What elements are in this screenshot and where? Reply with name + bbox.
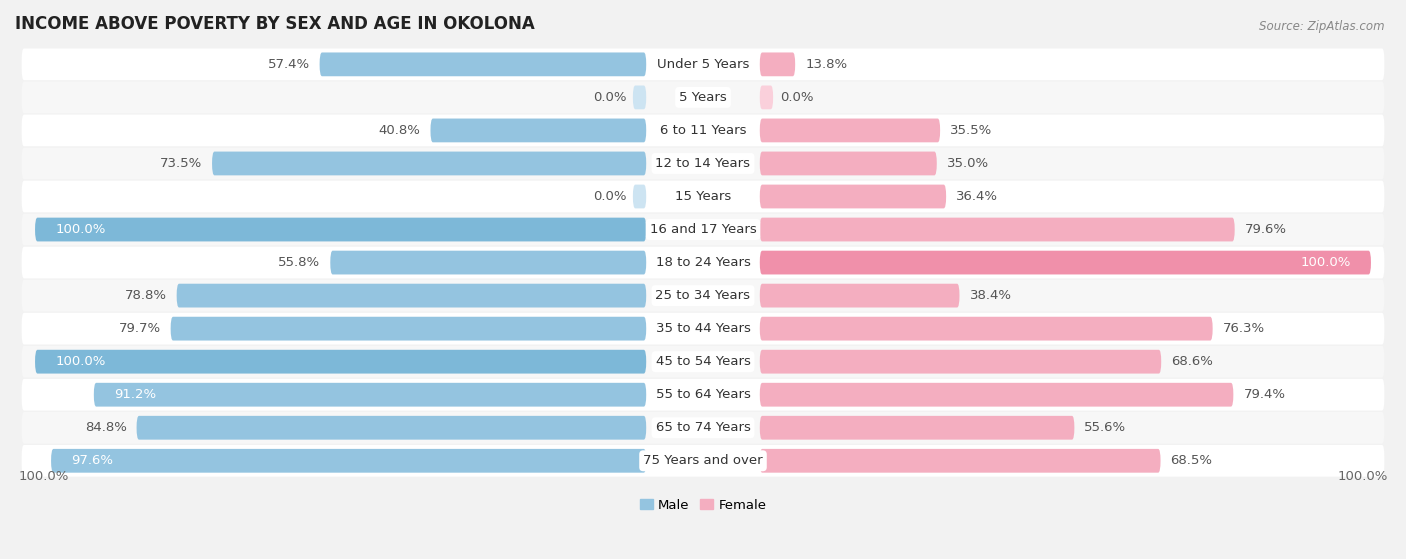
FancyBboxPatch shape: [94, 383, 647, 406]
Text: 79.7%: 79.7%: [118, 322, 160, 335]
FancyBboxPatch shape: [21, 280, 1385, 311]
FancyBboxPatch shape: [21, 313, 1385, 344]
FancyBboxPatch shape: [759, 217, 1234, 241]
Text: 79.4%: 79.4%: [1243, 388, 1285, 401]
FancyBboxPatch shape: [21, 346, 1385, 377]
Text: 57.4%: 57.4%: [267, 58, 309, 71]
FancyBboxPatch shape: [51, 449, 647, 473]
Text: 0.0%: 0.0%: [780, 91, 813, 104]
Text: 35.0%: 35.0%: [946, 157, 988, 170]
FancyBboxPatch shape: [21, 115, 1385, 146]
Text: 100.0%: 100.0%: [55, 355, 105, 368]
Legend: Male, Female: Male, Female: [634, 494, 772, 517]
FancyBboxPatch shape: [633, 184, 647, 209]
Text: 84.8%: 84.8%: [84, 421, 127, 434]
FancyBboxPatch shape: [21, 49, 1385, 80]
Text: 97.6%: 97.6%: [72, 454, 112, 467]
Text: 36.4%: 36.4%: [956, 190, 998, 203]
Text: 5 Years: 5 Years: [679, 91, 727, 104]
Text: 100.0%: 100.0%: [1337, 470, 1388, 483]
FancyBboxPatch shape: [759, 184, 946, 209]
Text: 15 Years: 15 Years: [675, 190, 731, 203]
FancyBboxPatch shape: [330, 250, 647, 274]
Text: 100.0%: 100.0%: [18, 470, 69, 483]
FancyBboxPatch shape: [21, 247, 1385, 278]
FancyBboxPatch shape: [35, 350, 647, 373]
Text: 40.8%: 40.8%: [378, 124, 420, 137]
FancyBboxPatch shape: [759, 449, 1160, 473]
FancyBboxPatch shape: [21, 412, 1385, 444]
Text: 100.0%: 100.0%: [55, 223, 105, 236]
Text: 55.8%: 55.8%: [278, 256, 321, 269]
Text: 68.5%: 68.5%: [1171, 454, 1212, 467]
Text: INCOME ABOVE POVERTY BY SEX AND AGE IN OKOLONA: INCOME ABOVE POVERTY BY SEX AND AGE IN O…: [15, 15, 534, 33]
Text: Under 5 Years: Under 5 Years: [657, 58, 749, 71]
Text: 0.0%: 0.0%: [593, 190, 626, 203]
Text: 35.5%: 35.5%: [950, 124, 993, 137]
Text: Source: ZipAtlas.com: Source: ZipAtlas.com: [1260, 20, 1385, 32]
FancyBboxPatch shape: [430, 119, 647, 143]
Text: 38.4%: 38.4%: [970, 289, 1011, 302]
FancyBboxPatch shape: [21, 379, 1385, 410]
FancyBboxPatch shape: [319, 53, 647, 76]
Text: 55 to 64 Years: 55 to 64 Years: [655, 388, 751, 401]
Text: 55.6%: 55.6%: [1084, 421, 1126, 434]
Text: 65 to 74 Years: 65 to 74 Years: [655, 421, 751, 434]
Text: 100.0%: 100.0%: [1301, 256, 1351, 269]
Text: 68.6%: 68.6%: [1171, 355, 1213, 368]
FancyBboxPatch shape: [35, 217, 647, 241]
FancyBboxPatch shape: [759, 317, 1212, 340]
FancyBboxPatch shape: [136, 416, 647, 439]
FancyBboxPatch shape: [633, 86, 647, 110]
Text: 12 to 14 Years: 12 to 14 Years: [655, 157, 751, 170]
FancyBboxPatch shape: [21, 148, 1385, 179]
Text: 75 Years and over: 75 Years and over: [643, 454, 763, 467]
FancyBboxPatch shape: [759, 53, 796, 76]
Text: 91.2%: 91.2%: [114, 388, 156, 401]
FancyBboxPatch shape: [759, 119, 941, 143]
Text: 35 to 44 Years: 35 to 44 Years: [655, 322, 751, 335]
FancyBboxPatch shape: [21, 214, 1385, 245]
Text: 73.5%: 73.5%: [160, 157, 202, 170]
FancyBboxPatch shape: [212, 151, 647, 176]
FancyBboxPatch shape: [170, 317, 647, 340]
Text: 25 to 34 Years: 25 to 34 Years: [655, 289, 751, 302]
Text: 79.6%: 79.6%: [1244, 223, 1286, 236]
Text: 78.8%: 78.8%: [125, 289, 167, 302]
FancyBboxPatch shape: [759, 383, 1233, 406]
FancyBboxPatch shape: [759, 284, 959, 307]
Text: 13.8%: 13.8%: [806, 58, 848, 71]
Text: 76.3%: 76.3%: [1223, 322, 1265, 335]
FancyBboxPatch shape: [759, 151, 936, 176]
Text: 45 to 54 Years: 45 to 54 Years: [655, 355, 751, 368]
FancyBboxPatch shape: [21, 82, 1385, 113]
FancyBboxPatch shape: [759, 86, 773, 110]
FancyBboxPatch shape: [21, 181, 1385, 212]
Text: 0.0%: 0.0%: [593, 91, 626, 104]
FancyBboxPatch shape: [759, 350, 1161, 373]
FancyBboxPatch shape: [759, 416, 1074, 439]
FancyBboxPatch shape: [177, 284, 647, 307]
FancyBboxPatch shape: [759, 250, 1371, 274]
Text: 18 to 24 Years: 18 to 24 Years: [655, 256, 751, 269]
Text: 16 and 17 Years: 16 and 17 Years: [650, 223, 756, 236]
Text: 6 to 11 Years: 6 to 11 Years: [659, 124, 747, 137]
FancyBboxPatch shape: [21, 445, 1385, 477]
